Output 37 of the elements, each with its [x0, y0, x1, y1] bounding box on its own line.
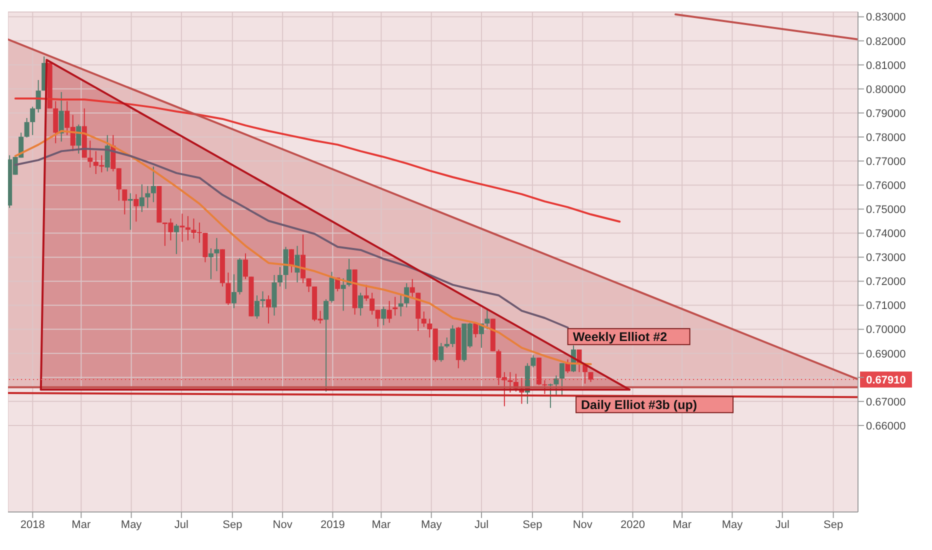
y-tick-label: 0.67000	[866, 396, 906, 408]
x-tick-label: Nov	[272, 518, 293, 531]
annotation: Weekly Elliot #2	[572, 330, 668, 344]
x-tick-label: 2020	[620, 518, 645, 531]
y-tick-label: 0.79000	[866, 108, 906, 120]
y-tick-label: 0.80000	[866, 84, 906, 96]
x-tick-label: Sep	[824, 518, 844, 531]
x-tick-label: Sep	[222, 518, 242, 531]
x-tick-label: May	[420, 518, 442, 531]
y-tick-label: 0.66000	[866, 420, 906, 432]
y-tick-label: 0.72000	[866, 276, 906, 288]
y-tick-label: 0.71000	[866, 300, 906, 312]
y-tick-label: 0.70000	[866, 324, 906, 336]
x-tick-label: Jul	[775, 518, 790, 531]
y-tick-label: 0.77000	[866, 156, 906, 168]
x-tick-label: Jul	[174, 518, 188, 531]
x-tick-label: May	[120, 518, 142, 531]
y-tick-label: 0.75000	[866, 204, 906, 216]
annotation: Daily Elliot #3b (up)	[581, 398, 698, 412]
x-tick-label: Mar	[672, 518, 692, 531]
y-tick-label: 0.78000	[866, 132, 906, 144]
x-tick-label: Sep	[522, 518, 542, 531]
y-tick-label: 0.82000	[866, 36, 906, 48]
x-tick-label: Nov	[572, 518, 593, 531]
y-tick-label: 0.69000	[866, 348, 906, 360]
y-tick-label: 0.76000	[866, 180, 906, 192]
x-tick-label: Jul	[474, 518, 489, 531]
x-tick-label: Mar	[72, 518, 91, 531]
x-tick-label: Mar	[372, 518, 392, 531]
y-tick-label: 0.81000	[866, 60, 906, 72]
y-tick-label: 0.73000	[866, 252, 906, 264]
x-tick-label: 2019	[320, 518, 345, 531]
x-tick-label: 2018	[20, 518, 45, 531]
x-tick-label: May	[722, 518, 744, 531]
y-tick-label: 0.83000	[866, 12, 906, 24]
y-tick-label: 0.74000	[866, 228, 906, 240]
ref-line-label: 0.67910	[866, 374, 906, 387]
